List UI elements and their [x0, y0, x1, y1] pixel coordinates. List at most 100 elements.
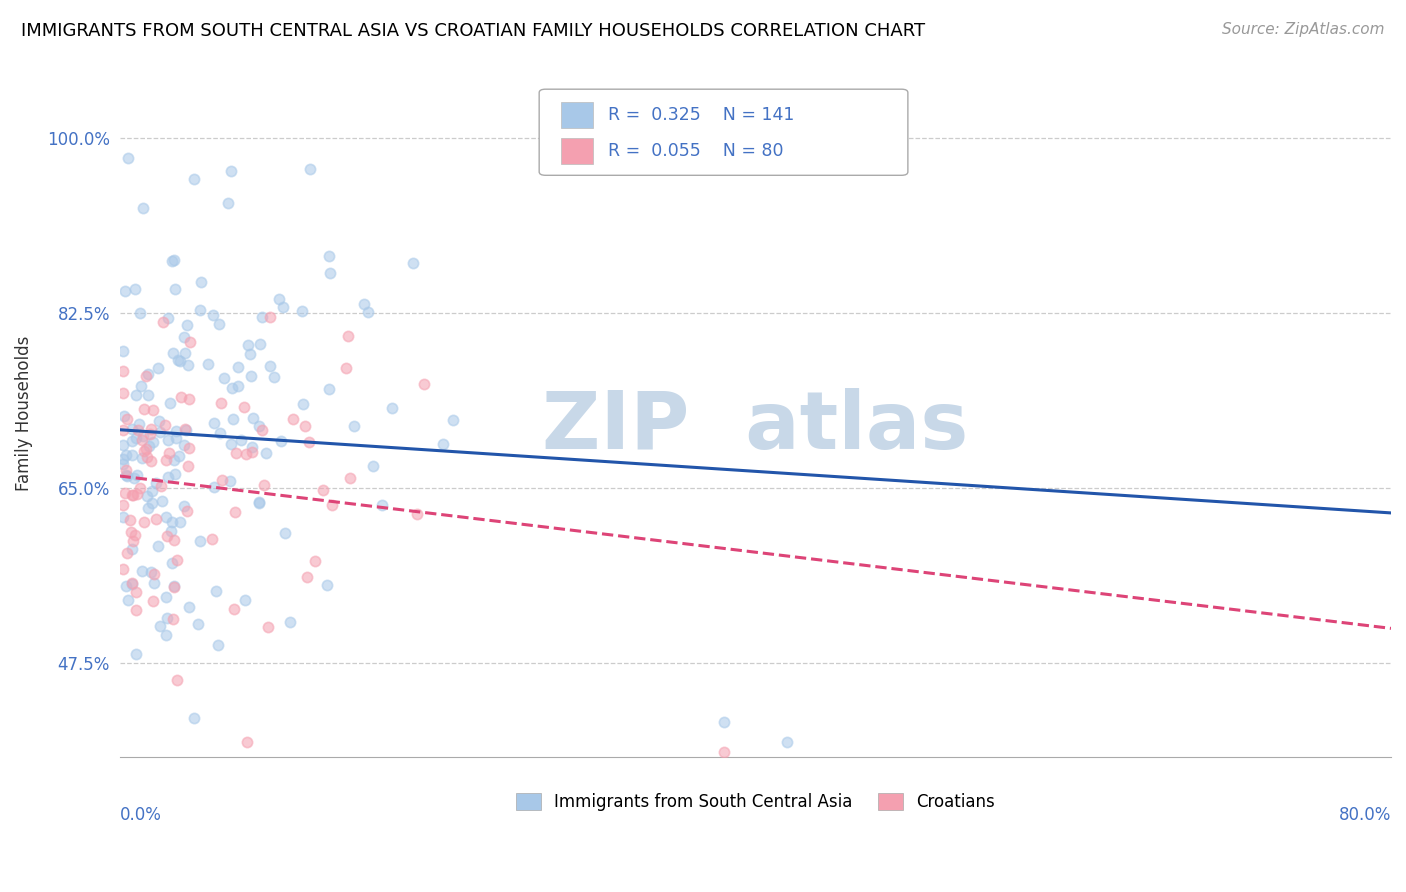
Point — [139, 454, 162, 468]
Point — [114, 579, 136, 593]
Point — [135, 442, 157, 456]
Point — [149, 619, 172, 633]
Legend: Immigrants from South Central Asia, Croatians: Immigrants from South Central Asia, Croa… — [509, 787, 1001, 818]
Point — [174, 423, 197, 437]
Point — [111, 364, 134, 378]
Point — [117, 412, 139, 426]
Point — [131, 564, 153, 578]
Point — [111, 385, 134, 400]
Point — [129, 379, 152, 393]
Point — [201, 532, 224, 546]
Point — [122, 470, 145, 484]
Point — [713, 746, 735, 760]
Point — [240, 440, 263, 454]
Point — [202, 308, 225, 322]
Point — [142, 575, 165, 590]
Point — [163, 282, 186, 296]
Point — [211, 473, 233, 487]
Point — [121, 575, 143, 590]
Point — [149, 425, 172, 439]
Point — [291, 304, 314, 318]
Point — [153, 417, 176, 432]
Point — [335, 360, 357, 375]
Point — [339, 471, 361, 485]
Point — [169, 353, 191, 368]
Point — [157, 310, 180, 325]
Point — [155, 628, 177, 642]
Point — [441, 412, 464, 426]
Point — [321, 499, 343, 513]
Point — [170, 390, 193, 404]
Point — [357, 305, 380, 319]
Point — [155, 453, 177, 467]
Point — [713, 715, 735, 730]
Point — [162, 253, 184, 268]
Point — [139, 426, 162, 441]
Point — [176, 318, 198, 332]
Point — [166, 352, 188, 367]
Point — [212, 371, 235, 385]
Point — [117, 593, 139, 607]
Point — [226, 379, 249, 393]
Point — [273, 525, 295, 540]
Point — [270, 434, 292, 449]
Point — [162, 346, 184, 360]
Point — [295, 569, 318, 583]
Point — [413, 376, 436, 391]
Point — [141, 496, 163, 510]
Point — [342, 418, 364, 433]
Point — [179, 392, 201, 407]
Bar — [561, 138, 592, 164]
Point — [111, 562, 134, 576]
Point — [219, 437, 242, 451]
Point — [165, 424, 187, 438]
Point — [139, 422, 162, 436]
Point — [219, 164, 242, 178]
Point — [115, 449, 138, 463]
Point — [242, 410, 264, 425]
Point — [190, 275, 212, 289]
Point — [115, 546, 138, 560]
Point — [249, 337, 271, 351]
Point — [318, 249, 340, 263]
Point — [235, 735, 257, 749]
Point — [155, 591, 177, 605]
Point — [160, 556, 183, 570]
Point — [257, 620, 280, 634]
Point — [159, 396, 181, 410]
Point — [250, 423, 273, 437]
Point — [174, 422, 197, 436]
Point — [121, 577, 143, 591]
Point — [150, 478, 173, 492]
Point — [166, 673, 188, 687]
Point — [219, 474, 242, 488]
Point — [315, 578, 337, 592]
Point — [156, 610, 179, 624]
Point — [124, 282, 146, 296]
Point — [162, 612, 184, 626]
Text: 0.0%: 0.0% — [120, 805, 162, 823]
Point — [177, 358, 200, 372]
Point — [370, 498, 392, 512]
Point — [148, 360, 170, 375]
Point — [233, 593, 256, 607]
Point — [209, 396, 232, 410]
Point — [179, 335, 201, 350]
Point — [173, 346, 195, 360]
Point — [166, 553, 188, 567]
Point — [127, 423, 149, 437]
Text: 80.0%: 80.0% — [1339, 805, 1391, 823]
Point — [146, 539, 169, 553]
Text: ZIP  atlas: ZIP atlas — [543, 388, 969, 466]
Text: Source: ZipAtlas.com: Source: ZipAtlas.com — [1222, 22, 1385, 37]
Point — [381, 401, 404, 415]
Point — [405, 507, 427, 521]
Point — [298, 434, 321, 449]
Point — [155, 510, 177, 524]
Point — [318, 266, 340, 280]
Point — [221, 381, 243, 395]
Point — [163, 452, 186, 467]
Point — [121, 541, 143, 556]
Point — [112, 452, 135, 467]
Point — [115, 467, 138, 482]
